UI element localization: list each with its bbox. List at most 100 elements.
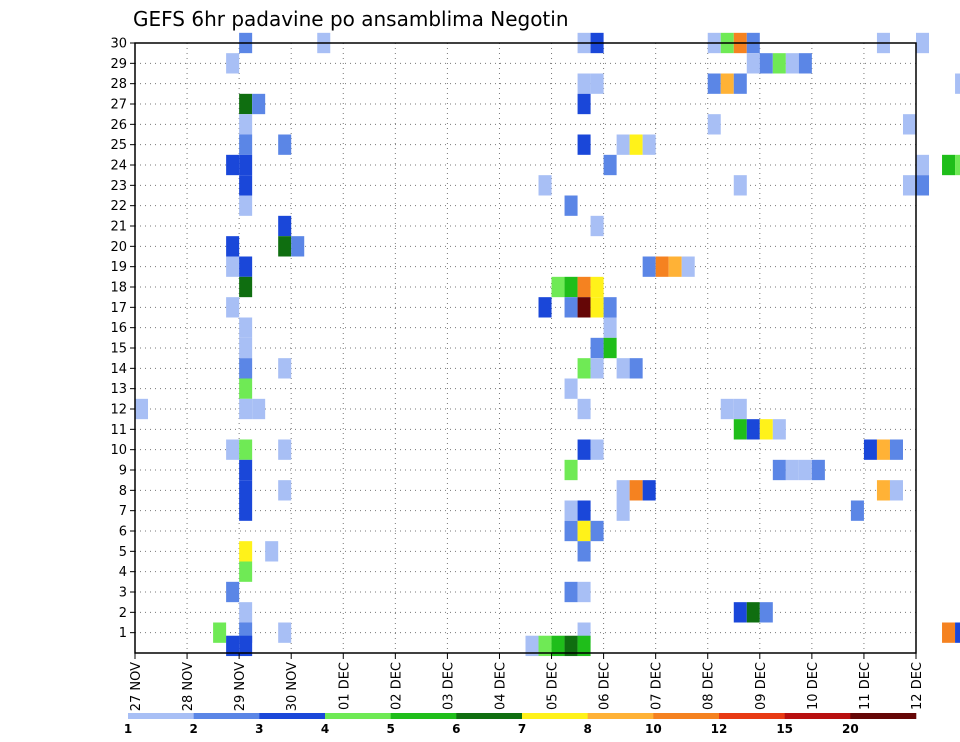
heat-cell [577, 73, 591, 94]
data-cells [135, 32, 960, 657]
y-tick-label: 26 [110, 118, 127, 133]
heat-cell [902, 175, 916, 196]
heat-cell [746, 419, 760, 440]
heat-cell [226, 256, 240, 277]
heat-cell [746, 602, 760, 623]
y-tick-label: 27 [110, 98, 127, 113]
y-tick-label: 20 [110, 240, 127, 255]
heat-cell [564, 500, 578, 521]
heat-cell [226, 297, 240, 318]
x-tick-label: 12 DEC [910, 662, 925, 710]
colorbar-swatch [784, 713, 851, 719]
y-tick-label: 24 [110, 159, 127, 174]
heat-cell [239, 635, 253, 657]
y-tick-label: 25 [110, 138, 127, 153]
heat-cell [759, 53, 773, 74]
colorbar-swatch [128, 713, 194, 719]
heat-cell [759, 419, 773, 440]
y-axis-ticks: 1234567891011121314151617181920212223242… [110, 37, 135, 641]
colorbar-label: 8 [583, 722, 591, 736]
heat-cell [772, 53, 786, 74]
heat-cell [902, 114, 916, 135]
colorbar-swatch [719, 713, 785, 719]
heat-cell [590, 297, 604, 318]
x-tick-label: 29 NOV [233, 662, 248, 711]
heat-cell [590, 276, 604, 298]
y-tick-label: 5 [119, 545, 127, 560]
colorbar-swatch [259, 713, 326, 719]
y-tick-label: 6 [119, 525, 127, 540]
y-tick-label: 23 [110, 179, 127, 194]
heat-cell [564, 520, 578, 542]
heat-cell [577, 500, 591, 521]
heat-cell [239, 541, 253, 562]
heat-cell [798, 459, 812, 481]
heat-cell [616, 358, 630, 379]
x-tick-label: 10 DEC [806, 662, 821, 710]
heat-cell [551, 276, 565, 298]
y-tick-label: 29 [110, 57, 127, 72]
heat-cell [733, 398, 747, 420]
heat-cell [733, 602, 747, 623]
heat-cell [772, 459, 786, 481]
heat-cell [916, 154, 930, 176]
heat-cell [590, 358, 604, 379]
heat-cell [278, 215, 292, 237]
heat-cell [577, 520, 591, 542]
colorbar-label: 7 [518, 722, 526, 736]
heat-cell [616, 500, 630, 521]
heat-cell [733, 419, 747, 440]
y-tick-label: 30 [110, 37, 127, 52]
heat-cell [278, 358, 292, 379]
heat-cell [811, 459, 825, 481]
heat-cell [642, 134, 656, 155]
y-tick-label: 12 [110, 403, 127, 418]
heat-cell [538, 175, 552, 196]
heat-cell [239, 337, 253, 359]
heat-cell [239, 276, 253, 298]
heat-cell [733, 73, 747, 94]
heat-cell [278, 134, 292, 155]
x-tick-label: 03 DEC [441, 662, 456, 710]
heat-cell [577, 398, 591, 420]
heat-cell [642, 256, 656, 277]
heat-cell [239, 439, 253, 460]
heat-cell [239, 378, 253, 399]
heat-cell [681, 256, 695, 277]
heat-cell [655, 256, 669, 277]
heat-cell [863, 439, 877, 460]
heat-cell [226, 53, 240, 74]
heat-cell [590, 73, 604, 94]
colorbar-swatch [456, 713, 523, 719]
x-tick-label: 11 DEC [858, 662, 873, 710]
heat-cell [226, 154, 240, 176]
heat-cell [135, 398, 149, 420]
y-tick-label: 1 [119, 626, 127, 641]
colorbar-label: 12 [711, 722, 728, 736]
heat-cell [239, 317, 253, 338]
x-tick-label: 08 DEC [702, 662, 717, 710]
heat-cell [278, 439, 292, 460]
y-tick-label: 9 [119, 464, 127, 479]
heat-cell [252, 93, 266, 115]
colorbar-swatch [653, 713, 720, 719]
y-tick-label: 19 [110, 260, 127, 275]
heat-cell [603, 154, 617, 176]
y-tick-label: 7 [119, 504, 127, 519]
heat-cell [239, 459, 253, 481]
x-tick-label: 07 DEC [650, 662, 665, 710]
x-tick-label: 02 DEC [389, 662, 404, 710]
heat-cell [629, 480, 643, 501]
x-tick-label: 01 DEC [337, 662, 352, 710]
heat-cell [577, 439, 591, 460]
heat-cell [278, 236, 292, 257]
y-tick-label: 22 [110, 199, 127, 214]
y-tick-label: 14 [110, 362, 127, 377]
heat-cell [577, 276, 591, 298]
heat-cell [226, 439, 240, 460]
heat-cell [564, 459, 578, 481]
heat-cell [278, 480, 292, 501]
colorbar-label: 10 [645, 722, 662, 736]
heat-cell [239, 154, 253, 176]
